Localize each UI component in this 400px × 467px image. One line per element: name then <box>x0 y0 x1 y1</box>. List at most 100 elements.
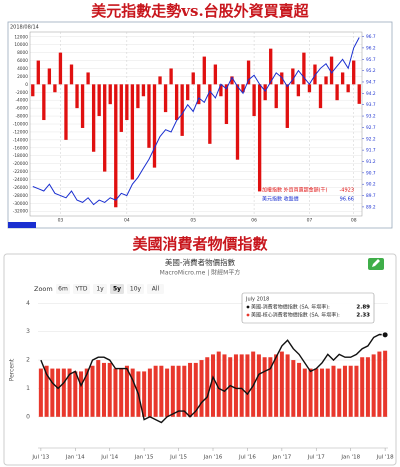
x-tick-label: 04 <box>124 218 130 224</box>
bar <box>377 351 382 417</box>
bar <box>42 84 46 121</box>
bar <box>246 60 251 85</box>
bar <box>159 365 164 417</box>
y-tick-label: 4000 <box>17 66 28 72</box>
y-tick-label: -30000 <box>13 201 28 207</box>
zoom-button-label[interactable]: YTD <box>75 286 88 293</box>
bar <box>329 56 334 85</box>
y-tick-label: 1 <box>26 385 30 392</box>
bar <box>91 84 96 152</box>
tooltip-value: 2.89 <box>356 305 370 311</box>
bar <box>90 365 95 417</box>
x-tick-label: Jan '16 <box>203 455 223 461</box>
x-tick-label: Jul '15 <box>169 455 187 461</box>
y2-tick-label: 93.2 <box>366 114 376 120</box>
bar <box>169 68 173 85</box>
y-tick-label: -2000 <box>16 90 29 96</box>
tooltip-series: 美國-消費者物價指數 (SA, 年增率): <box>251 304 330 311</box>
zoom-button-label[interactable]: All <box>152 286 160 293</box>
y2-tick-label: 91.7 <box>366 148 376 154</box>
bar <box>245 354 250 417</box>
bar <box>38 368 43 417</box>
zoom-button-bg[interactable] <box>56 284 70 294</box>
y-tick-label: 4 <box>26 300 30 307</box>
zoom-button[interactable]: YTD <box>73 284 90 294</box>
edit-button[interactable] <box>368 258 384 270</box>
bar <box>44 365 49 417</box>
zoom-button-label[interactable]: 1y <box>96 286 104 293</box>
y-tick-label: -8000 <box>16 114 29 120</box>
y2-tick-label: 93.7 <box>366 102 376 108</box>
bar <box>216 351 221 417</box>
bar <box>176 365 181 417</box>
zoom-button[interactable]: 10y <box>127 284 144 294</box>
y-tick-label: 0 <box>25 82 28 88</box>
y-tick-label: -14000 <box>13 137 28 143</box>
bar <box>297 362 302 417</box>
hover-marker <box>381 331 389 339</box>
bar <box>31 84 35 97</box>
zoom-label: Zoom <box>34 285 53 293</box>
bar <box>101 362 106 417</box>
y2-tick-label: 92.7 <box>366 125 376 131</box>
bar <box>84 368 89 417</box>
y-tick-label: -26000 <box>13 185 28 191</box>
zoom-button[interactable]: 6m <box>56 284 70 294</box>
bar <box>324 76 328 85</box>
bar <box>107 362 112 417</box>
bar <box>119 84 123 132</box>
x-tick-label: Jul '13 <box>31 455 49 461</box>
bar <box>357 84 361 104</box>
y-tick-label: 6000 <box>17 58 28 64</box>
bar <box>268 357 273 417</box>
y-tick-label: -28000 <box>13 193 28 199</box>
bar <box>202 56 206 85</box>
x-tick-label: Jan '14 <box>65 455 85 461</box>
zoom-button-bg[interactable] <box>73 284 90 294</box>
y2-tick-label: 91.2 <box>366 159 376 165</box>
bar <box>318 84 323 109</box>
bar <box>47 68 52 85</box>
x-tick-label: Jul '17 <box>307 455 325 461</box>
zoom-button-label[interactable]: 10y <box>130 286 142 293</box>
bar <box>56 368 61 417</box>
plot-frame <box>29 31 363 217</box>
y2-tick-label: 96.2 <box>366 45 376 51</box>
y-tick-label: -22000 <box>13 169 28 175</box>
bar <box>147 368 152 417</box>
bar <box>163 84 168 113</box>
bar <box>73 371 78 417</box>
bar <box>191 72 195 85</box>
y-tick-label: 3 <box>26 328 30 335</box>
bar <box>252 84 256 117</box>
bar <box>230 76 234 85</box>
zoom-button-bg[interactable] <box>110 284 124 294</box>
edit-icon[interactable] <box>372 259 380 267</box>
bar <box>213 64 218 85</box>
bar <box>153 365 158 417</box>
zoom-button-bg[interactable] <box>127 284 144 294</box>
bar <box>291 68 295 85</box>
bar <box>337 368 342 417</box>
zoom-button[interactable]: 1y <box>93 284 107 294</box>
bar <box>64 84 68 140</box>
zoom-button-bg[interactable] <box>93 284 107 294</box>
y2-tick-label: 94.2 <box>366 91 376 97</box>
y-tick-label: -20000 <box>13 161 28 167</box>
zoom-button[interactable]: 5y <box>110 284 124 294</box>
bar <box>291 360 296 417</box>
zoom-button-label[interactable]: 5y <box>113 286 121 293</box>
y-tick-label: -18000 <box>13 153 28 159</box>
y-tick-label: 2000 <box>17 74 28 80</box>
bar <box>124 365 129 417</box>
bar <box>108 84 112 105</box>
y-tick-label: 8000 <box>17 50 28 56</box>
zoom-button-label[interactable]: 6m <box>58 286 68 293</box>
bar <box>113 368 118 417</box>
bar <box>141 84 146 97</box>
bar <box>147 84 151 148</box>
zoom-button[interactable]: All <box>147 284 164 294</box>
zoom-button-bg[interactable] <box>147 284 164 294</box>
bar <box>371 354 376 417</box>
bar <box>67 368 72 417</box>
